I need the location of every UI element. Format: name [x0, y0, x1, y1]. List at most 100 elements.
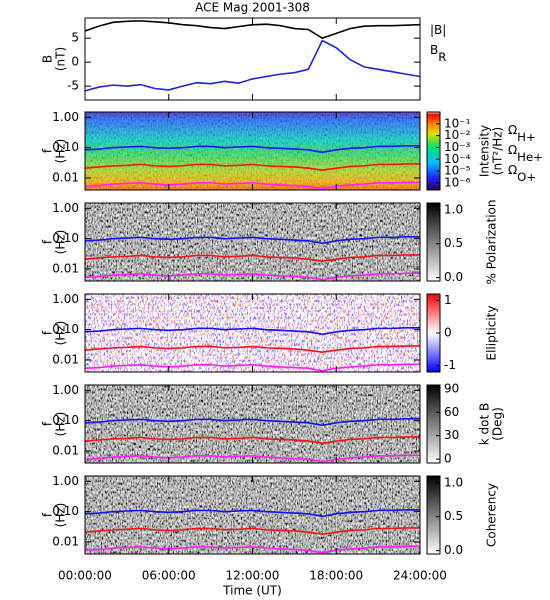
- colorbar-tick-label: 60: [444, 405, 459, 419]
- colorbar: [426, 384, 441, 464]
- spectrogram-texture: [85, 112, 420, 190]
- legend-entry-sub: R: [438, 50, 446, 64]
- series-line: [84, 39, 421, 92]
- y-tick-label: 0.01: [52, 352, 79, 366]
- colorbar: [426, 202, 441, 282]
- gyrofrequency-line: [84, 545, 420, 554]
- legend-entry: BR: [430, 43, 446, 64]
- gyrofrequency-line: [84, 236, 420, 245]
- colorbar-tick-label: 10⁻²: [444, 128, 471, 142]
- plot-frame: [84, 17, 421, 101]
- x-tick-label: 24:00:00: [393, 569, 447, 583]
- y-tick-label: 0.10: [52, 231, 79, 245]
- series-line: [84, 20, 421, 40]
- y-tick-label: -5: [67, 79, 79, 93]
- legend-entry: ΩHe+: [508, 143, 543, 164]
- y-tick-label: 0.10: [52, 140, 79, 154]
- spectrogram-texture: [85, 476, 420, 554]
- axis-label: f: [41, 239, 55, 244]
- legend-entry: ΩH+: [508, 123, 536, 144]
- legend-entry: ΩO+: [508, 163, 536, 184]
- colorbar-tick-label: 30: [444, 428, 459, 442]
- gyrofrequency-line: [84, 254, 420, 263]
- x-tick-label: 00:00:00: [58, 569, 112, 583]
- colorbar: [426, 111, 441, 191]
- x-tick-label: 06:00:00: [142, 569, 196, 583]
- spectrogram-texture: [85, 294, 420, 372]
- gyrofrequency-line: [84, 509, 420, 518]
- axis-label: (Deg): [491, 407, 505, 441]
- colorbar: [426, 475, 441, 555]
- y-tick-label: 0.10: [52, 322, 79, 336]
- legend-entry-text: Ω: [508, 143, 517, 157]
- x-axis-label: Time (UT): [222, 584, 282, 598]
- gyrofrequency-line: [84, 418, 420, 427]
- axis-label: k dot B: [478, 403, 492, 445]
- x-tick-label: 12:00:00: [226, 569, 280, 583]
- y-tick-label: 1.00: [52, 110, 79, 124]
- gyrofrequency-line: [84, 272, 420, 281]
- colorbar-tick-label: 10⁻¹: [444, 116, 471, 130]
- colorbar-tick-label: 10⁻³: [444, 140, 471, 154]
- colorbar-tick-label: 10⁻⁴: [444, 152, 471, 166]
- chart-title: ACE Mag 2001-308: [195, 1, 310, 15]
- colorbar-tick-label: 10⁻⁶: [444, 175, 471, 189]
- gyrofrequency-line: [84, 145, 420, 154]
- gyrofrequency-line: [84, 454, 420, 463]
- x-tick-label: 18:00:00: [309, 569, 363, 583]
- axis-label: (Hz): [54, 139, 68, 164]
- legend-entry-sub: He+: [517, 150, 543, 164]
- y-tick-label: 1.00: [52, 292, 79, 306]
- axis-label: (Hz): [54, 503, 68, 528]
- y-tick-label: 5: [71, 31, 79, 45]
- legend-entry-sub: H+: [517, 130, 536, 144]
- axis-label: Ellipticity: [485, 306, 499, 361]
- colorbar-tick-label: 0.0: [444, 543, 463, 557]
- colorbar-tick-label: 1.0: [444, 202, 463, 216]
- gyrofrequency-line: [84, 181, 420, 190]
- colorbar-tick-label: 0.0: [444, 270, 463, 284]
- axis-label: Intensity: [478, 125, 492, 177]
- legend-entry: |B|: [430, 23, 446, 37]
- legend-entry-text: B: [430, 43, 438, 57]
- axis-label: f: [41, 148, 55, 153]
- gyrofrequency-line: [84, 436, 420, 445]
- colorbar-tick-label: 1: [444, 293, 452, 307]
- axis-label: f: [41, 512, 55, 517]
- legend-entry-text: |B|: [430, 23, 446, 37]
- axis-label: (Hz): [54, 230, 68, 255]
- axis-label: Coherency: [485, 483, 499, 547]
- gyrofrequency-line: [84, 527, 420, 536]
- colorbar-tick-label: 0: [444, 452, 452, 466]
- y-tick-label: 0.01: [52, 170, 79, 184]
- axis-label: (Hz): [54, 412, 68, 437]
- legend-entry-sub: O+: [517, 170, 536, 184]
- y-tick-label: 1.00: [52, 201, 79, 215]
- axis-label: f: [41, 330, 55, 335]
- axis-label: B: [41, 55, 55, 63]
- colorbar-tick-label: 10⁻⁵: [444, 164, 471, 178]
- colorbar-tick-label: 0.5: [444, 236, 463, 250]
- legend-entry-text: Ω: [508, 163, 517, 177]
- axis-label: (nT): [54, 47, 68, 71]
- gyrofrequency-line: [84, 363, 420, 372]
- y-tick-label: 0.10: [52, 413, 79, 427]
- axis-label: f: [41, 421, 55, 426]
- colorbar-tick-label: -1: [444, 358, 456, 372]
- y-tick-label: 0.01: [52, 443, 79, 457]
- legend-entry-text: Ω: [508, 123, 517, 137]
- y-tick-label: 1.00: [52, 383, 79, 397]
- spectrogram-texture: [85, 203, 420, 281]
- colorbar-tick-label: 0: [444, 326, 452, 340]
- colorbar-tick-label: 90: [444, 381, 459, 395]
- y-tick-label: 1.00: [52, 474, 79, 488]
- gyrofrequency-line: [84, 345, 420, 354]
- colorbar-tick-label: 0.5: [444, 509, 463, 523]
- axis-label: % Polarization: [485, 200, 499, 285]
- y-tick-label: 0: [71, 55, 79, 69]
- y-tick-label: 0.01: [52, 261, 79, 275]
- axis-label: (Hz): [54, 321, 68, 346]
- colorbar-tick-label: 1.0: [444, 475, 463, 489]
- spectrogram-texture: [85, 385, 420, 463]
- y-tick-label: 0.10: [52, 504, 79, 518]
